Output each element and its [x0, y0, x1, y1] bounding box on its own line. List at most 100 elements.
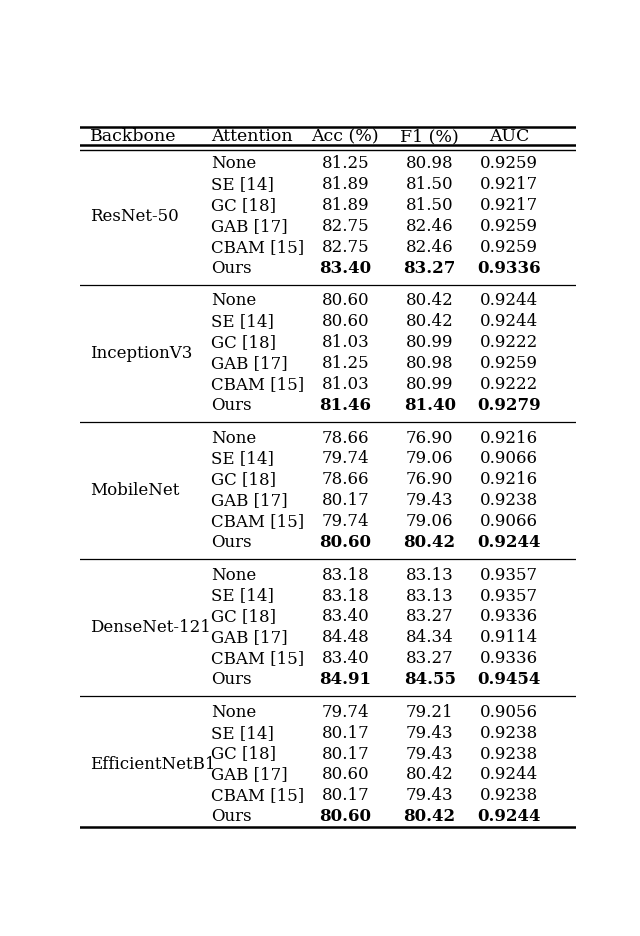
- Text: Ours: Ours: [211, 809, 252, 826]
- Text: 0.9238: 0.9238: [480, 746, 538, 763]
- Text: SE [14]: SE [14]: [211, 724, 275, 741]
- Text: 81.89: 81.89: [321, 176, 369, 194]
- Text: None: None: [211, 155, 257, 172]
- Text: 81.46: 81.46: [319, 397, 371, 414]
- Text: SE [14]: SE [14]: [211, 314, 275, 330]
- Text: 0.9357: 0.9357: [480, 588, 538, 605]
- Text: 78.66: 78.66: [322, 472, 369, 489]
- Text: 0.9336: 0.9336: [480, 651, 538, 667]
- Text: 80.99: 80.99: [406, 334, 453, 351]
- Text: 0.9238: 0.9238: [480, 724, 538, 741]
- Text: Ours: Ours: [211, 260, 252, 277]
- Text: 0.9259: 0.9259: [480, 218, 538, 235]
- Text: GAB [17]: GAB [17]: [211, 218, 288, 235]
- Text: 80.60: 80.60: [319, 809, 371, 826]
- Text: 82.46: 82.46: [406, 218, 454, 235]
- Text: 79.43: 79.43: [406, 724, 454, 741]
- Text: 79.74: 79.74: [321, 704, 369, 721]
- Text: CBAM [15]: CBAM [15]: [211, 513, 305, 530]
- Text: 0.9244: 0.9244: [477, 534, 541, 551]
- Text: 79.43: 79.43: [406, 787, 454, 804]
- Text: ResNet-50: ResNet-50: [90, 208, 179, 225]
- Text: 84.48: 84.48: [321, 629, 369, 647]
- Text: 81.03: 81.03: [321, 376, 369, 393]
- Text: 80.99: 80.99: [406, 376, 453, 393]
- Text: SE [14]: SE [14]: [211, 450, 275, 467]
- Text: CBAM [15]: CBAM [15]: [211, 787, 305, 804]
- Text: 81.50: 81.50: [406, 197, 454, 214]
- Text: 83.27: 83.27: [406, 651, 454, 667]
- Text: GC [18]: GC [18]: [211, 746, 276, 763]
- Text: 0.9244: 0.9244: [480, 292, 538, 310]
- Text: 0.9244: 0.9244: [477, 809, 541, 826]
- Text: Acc (%): Acc (%): [312, 128, 379, 145]
- Text: 80.42: 80.42: [406, 292, 454, 310]
- Text: 0.9244: 0.9244: [480, 767, 538, 783]
- Text: 81.25: 81.25: [321, 155, 369, 172]
- Text: 0.9259: 0.9259: [480, 356, 538, 373]
- Text: 76.90: 76.90: [406, 472, 453, 489]
- Text: 80.17: 80.17: [321, 724, 369, 741]
- Text: 84.34: 84.34: [406, 629, 454, 647]
- Text: 79.43: 79.43: [406, 746, 454, 763]
- Text: MobileNet: MobileNet: [90, 482, 179, 499]
- Text: 0.9216: 0.9216: [480, 430, 538, 446]
- Text: 0.9238: 0.9238: [480, 787, 538, 804]
- Text: 83.40: 83.40: [319, 260, 371, 277]
- Text: 0.9216: 0.9216: [480, 472, 538, 489]
- Text: 83.40: 83.40: [321, 608, 369, 625]
- Text: 80.42: 80.42: [406, 314, 454, 330]
- Text: CBAM [15]: CBAM [15]: [211, 239, 305, 256]
- Text: InceptionV3: InceptionV3: [90, 344, 192, 361]
- Text: 0.9259: 0.9259: [480, 239, 538, 256]
- Text: 81.40: 81.40: [404, 397, 456, 414]
- Text: GC [18]: GC [18]: [211, 334, 276, 351]
- Text: 80.60: 80.60: [321, 314, 369, 330]
- Text: GC [18]: GC [18]: [211, 608, 276, 625]
- Text: 0.9454: 0.9454: [477, 671, 541, 688]
- Text: 0.9056: 0.9056: [480, 704, 538, 721]
- Text: 83.13: 83.13: [406, 588, 454, 605]
- Text: Ours: Ours: [211, 534, 252, 551]
- Text: 80.60: 80.60: [321, 767, 369, 783]
- Text: 0.9222: 0.9222: [480, 334, 538, 351]
- Text: 80.42: 80.42: [406, 767, 454, 783]
- Text: None: None: [211, 430, 257, 446]
- Text: 0.9336: 0.9336: [480, 608, 538, 625]
- Text: GC [18]: GC [18]: [211, 197, 276, 214]
- Text: 82.75: 82.75: [321, 218, 369, 235]
- Text: 84.55: 84.55: [404, 671, 456, 688]
- Text: 0.9217: 0.9217: [480, 176, 538, 194]
- Text: 81.03: 81.03: [321, 334, 369, 351]
- Text: Ours: Ours: [211, 397, 252, 414]
- Text: 83.27: 83.27: [406, 608, 454, 625]
- Text: 79.74: 79.74: [321, 513, 369, 530]
- Text: SE [14]: SE [14]: [211, 588, 275, 605]
- Text: 80.60: 80.60: [319, 534, 371, 551]
- Text: 80.98: 80.98: [406, 155, 454, 172]
- Text: SE [14]: SE [14]: [211, 176, 275, 194]
- Text: 80.42: 80.42: [404, 534, 456, 551]
- Text: 80.17: 80.17: [321, 787, 369, 804]
- Text: 81.50: 81.50: [406, 176, 454, 194]
- Text: 83.40: 83.40: [321, 651, 369, 667]
- Text: 0.9336: 0.9336: [477, 260, 541, 277]
- Text: 0.9238: 0.9238: [480, 492, 538, 509]
- Text: None: None: [211, 292, 257, 310]
- Text: 0.9244: 0.9244: [480, 314, 538, 330]
- Text: 0.9357: 0.9357: [480, 566, 538, 583]
- Text: 0.9279: 0.9279: [477, 397, 541, 414]
- Text: 83.13: 83.13: [406, 566, 454, 583]
- Text: None: None: [211, 566, 257, 583]
- Text: 79.06: 79.06: [406, 450, 453, 467]
- Text: GAB [17]: GAB [17]: [211, 356, 288, 373]
- Text: None: None: [211, 704, 257, 721]
- Text: 81.89: 81.89: [321, 197, 369, 214]
- Text: 76.90: 76.90: [406, 430, 453, 446]
- Text: 83.27: 83.27: [403, 260, 456, 277]
- Text: GAB [17]: GAB [17]: [211, 492, 288, 509]
- Text: EfficientNetB1: EfficientNetB1: [90, 756, 216, 773]
- Text: GC [18]: GC [18]: [211, 472, 276, 489]
- Text: Attention: Attention: [211, 128, 293, 145]
- Text: F1 (%): F1 (%): [400, 128, 459, 145]
